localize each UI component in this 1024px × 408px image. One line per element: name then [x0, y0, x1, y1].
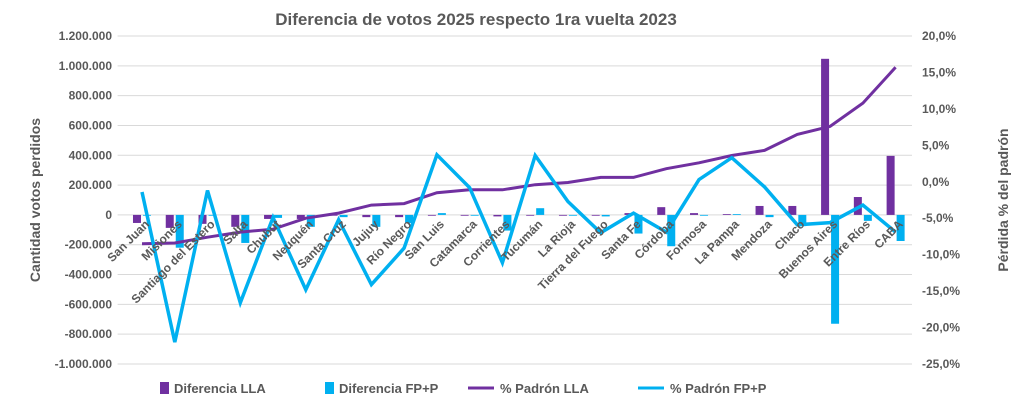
gridlines: [117, 35, 912, 365]
bar-diferencia-lla: [821, 58, 830, 215]
legend-label: % Padrón FP+P: [670, 381, 767, 396]
bar-diferencia-fp-p: [831, 214, 840, 324]
legend-swatch: [325, 382, 334, 394]
bar-diferencia-fp-p: [306, 214, 315, 227]
bar-diferencia-lla: [788, 205, 797, 215]
legend-label: Diferencia LLA: [174, 381, 266, 396]
bar-diferencia-lla: [591, 214, 600, 216]
y-tick-label: -1.000.000: [55, 357, 113, 371]
y-tick-label: -800.000: [65, 327, 113, 341]
bar-diferencia-fp-p: [863, 214, 872, 221]
y-tick-label: 600.000: [69, 118, 113, 132]
bar-diferencia-lla: [427, 214, 436, 216]
bar-diferencia-fp-p: [208, 214, 217, 216]
y-tick-label: 200.000: [69, 178, 113, 192]
bar-diferencia-lla: [526, 214, 535, 216]
y-tick-label: -200.000: [65, 238, 113, 252]
bar-diferencia-fp-p: [700, 214, 709, 216]
bar-diferencia-fp-p: [470, 214, 479, 216]
bar-diferencia-lla: [755, 205, 764, 215]
bar-diferencia-lla: [132, 214, 141, 223]
bar-diferencia-lla: [886, 155, 895, 215]
y-axis-right: 20,0% 15,0% 10,0% 5,0% 0,0% -5,0% -10,0% -15,0%…: [922, 29, 960, 371]
bar-diferencia-fp-p: [175, 214, 184, 248]
bar-diferencia-lla: [722, 214, 731, 215]
bar-diferencia-fp-p: [274, 214, 283, 218]
bar-diferencia-fp-p: [503, 214, 512, 231]
bar-diferencia-fp-p: [405, 214, 414, 224]
bar-diferencia-lla: [690, 213, 699, 215]
bar-diferencia-lla: [624, 213, 633, 215]
bar-diferencia-fp-p: [536, 208, 545, 215]
bar-diferencia-fp-p: [568, 214, 577, 216]
bar-diferencia-fp-p: [765, 214, 774, 218]
legend-label: % Padrón LLA: [500, 381, 589, 396]
bar-diferencia-fp-p: [667, 214, 676, 247]
bar-diferencia-fp-p: [339, 214, 348, 218]
y-tick-label: 0: [105, 208, 112, 222]
bar-diferencia-lla: [493, 214, 502, 217]
y-tick-label: 800.000: [69, 89, 113, 103]
legend-label: Diferencia FP+P: [339, 381, 439, 396]
y2-tick-label: -5,0%: [922, 211, 954, 225]
bar-diferencia-fp-p: [437, 213, 446, 215]
y2-tick-label: -10,0%: [922, 248, 960, 262]
bar-diferencia-lla: [460, 214, 469, 216]
y-tick-label: -400.000: [65, 268, 113, 282]
y-axis-left: 1.200.000 1.000.000 800.000 600.000 400.000 2…: [55, 29, 113, 371]
bar-diferencia-lla: [395, 214, 404, 218]
y2-tick-label: 15,0%: [922, 65, 956, 79]
bar-diferencia-lla: [231, 214, 240, 227]
y2-tick-label: 0,0%: [922, 175, 950, 189]
y2-tick-label: 20,0%: [922, 29, 956, 43]
chart-title: Diferencia de votos 2025 respecto 1ra vu…: [275, 10, 677, 29]
bar-diferencia-fp-p: [634, 214, 643, 234]
lines: [140, 66, 897, 343]
y-tick-label: -600.000: [65, 297, 113, 311]
bar-diferencia-lla: [558, 214, 567, 216]
bar-diferencia-lla: [296, 214, 305, 219]
bar-diferencia-lla: [165, 214, 174, 228]
y2-tick-label: -20,0%: [922, 321, 960, 335]
y2-tick-label: 10,0%: [922, 102, 956, 116]
bar-diferencia-lla: [264, 214, 273, 219]
bar-diferencia-lla: [362, 214, 371, 218]
line--padr-n-fp-p: [140, 151, 897, 343]
legend: Diferencia LLA Diferencia FP+P % Padrón LL…: [160, 381, 767, 396]
y-tick-label: 1.200.000: [59, 29, 113, 43]
bar-diferencia-fp-p: [798, 214, 807, 227]
y-tick-label: 1.000.000: [59, 59, 113, 73]
bar-diferencia-fp-p: [896, 214, 905, 241]
y-tick-label: 400.000: [69, 148, 113, 162]
y-axis-title: Cantidad votos perdidos: [27, 118, 43, 282]
bar-diferencia-fp-p: [732, 214, 741, 215]
bar-diferencia-fp-p: [241, 214, 250, 243]
bar-diferencia-fp-p: [601, 214, 610, 217]
legend-swatch: [160, 382, 169, 394]
y2-tick-label: -15,0%: [922, 284, 960, 298]
bar-diferencia-lla: [657, 207, 666, 215]
bar-diferencia-fp-p: [372, 214, 381, 227]
y2-tick-label: 5,0%: [922, 138, 950, 152]
y2-axis-title: Pérdida % del padrón: [995, 128, 1011, 271]
y2-tick-label: -25,0%: [922, 357, 960, 371]
